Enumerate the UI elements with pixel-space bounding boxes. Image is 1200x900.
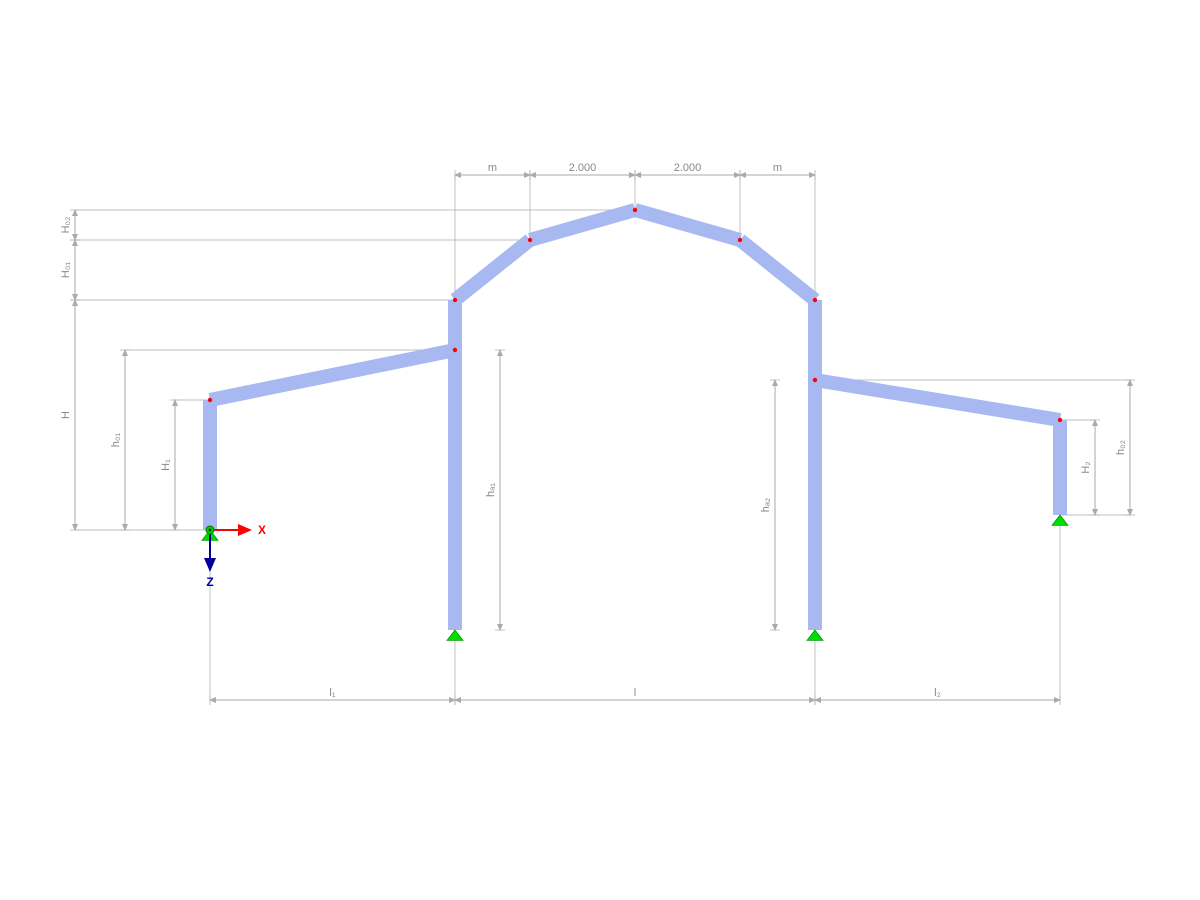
- dim-label: h₀₂: [1115, 440, 1127, 455]
- dim-label: l: [634, 687, 636, 699]
- right-dimensions: H₂ h₀₂: [1080, 380, 1135, 515]
- node-dot: [208, 398, 212, 402]
- node-dot: [1058, 418, 1062, 422]
- dim-label: H₂: [1080, 461, 1092, 473]
- supports: [202, 515, 1068, 640]
- dim-label: m: [488, 162, 497, 174]
- member: [815, 380, 1060, 420]
- top-dimensions: m 2.000 2.000 m: [455, 162, 815, 180]
- dim-label: l₂: [934, 687, 941, 699]
- support-icon: [447, 630, 463, 640]
- dim-label: m: [773, 162, 782, 174]
- axis-x-label: X: [258, 523, 266, 537]
- frame-members: [210, 210, 1060, 630]
- member: [210, 350, 455, 400]
- extension-lines: [75, 175, 1130, 700]
- dim-label: h₀₁: [110, 433, 122, 448]
- member: [635, 210, 740, 240]
- node-dot: [738, 238, 742, 242]
- dim-label: H₁: [160, 459, 172, 471]
- dim-label: 2.000: [569, 162, 597, 174]
- dim-label: 2.000: [674, 162, 702, 174]
- left-dimensions: H H₀₁ H₀₂ h₀₁ H₁: [60, 210, 180, 530]
- dim-label: hₐ₁: [485, 483, 497, 497]
- dim-label: H₀₂: [60, 217, 72, 234]
- inner-dimensions: hₐ₁ hₐ₂: [485, 350, 780, 630]
- node-dot: [453, 348, 457, 352]
- support-icon: [1052, 515, 1068, 525]
- member: [530, 210, 635, 240]
- support-icon: [807, 630, 823, 640]
- dim-label: H: [60, 411, 72, 419]
- node-dot: [453, 298, 457, 302]
- node-dot: [528, 238, 532, 242]
- structural-frame-diagram: m 2.000 2.000 m l₁ l l₂ H H₀₁ H₀₂ h₀₁ H₁ H₂ h₀₂ hₐ₁ hₐ₂…: [0, 0, 1200, 900]
- member: [740, 240, 815, 300]
- axis-gizmo: XZ: [206, 523, 266, 589]
- axis-z-label: Z: [206, 575, 213, 589]
- node-dot: [813, 378, 817, 382]
- member: [455, 240, 530, 300]
- dim-label: l₁: [329, 687, 335, 699]
- bottom-dimensions: l₁ l l₂: [210, 687, 1060, 705]
- node-dot: [813, 298, 817, 302]
- node-dot: [633, 208, 637, 212]
- dim-label: hₐ₂: [760, 498, 772, 512]
- dim-label: H₀₁: [60, 262, 72, 279]
